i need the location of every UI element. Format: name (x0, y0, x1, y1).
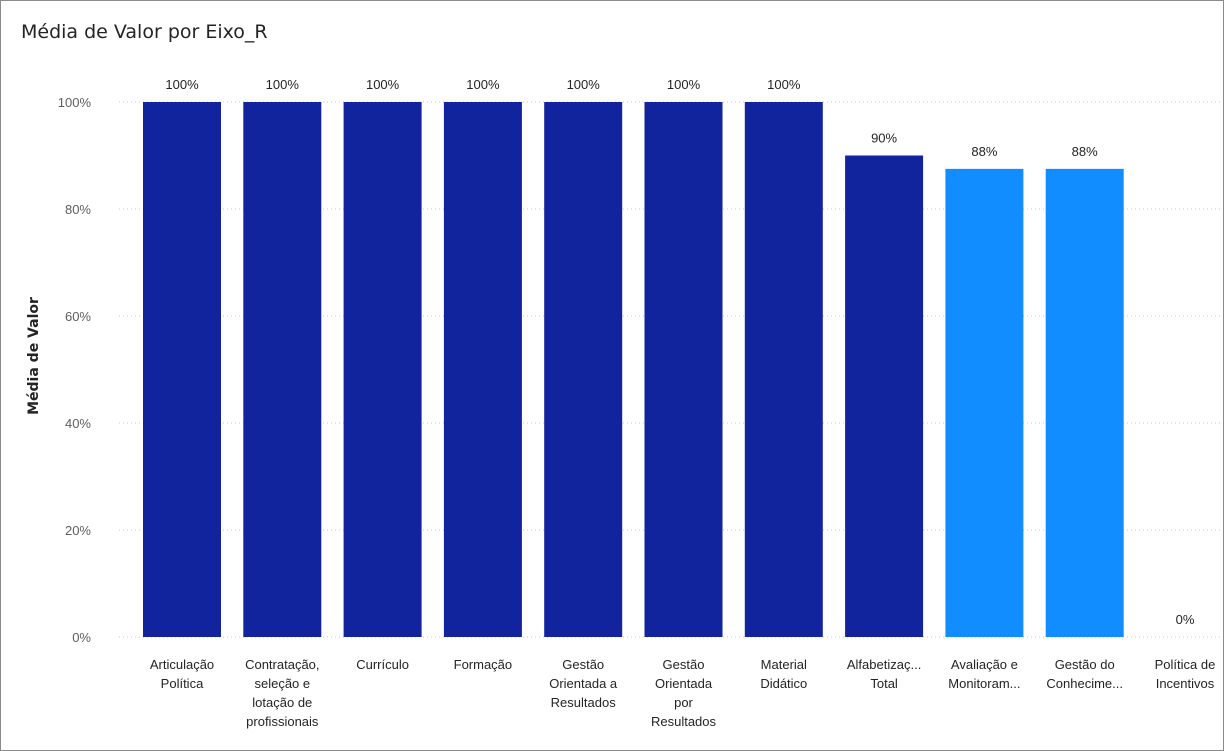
data-label: 88% (1072, 144, 1098, 159)
bar (1045, 168, 1124, 637)
y-tick-label: 80% (65, 202, 91, 217)
category-label: Articulação Política (150, 657, 214, 691)
y-tick-label: 60% (65, 309, 91, 324)
bar (544, 102, 623, 637)
bar (845, 155, 924, 637)
data-label: 88% (971, 144, 997, 159)
data-label: 100% (165, 77, 199, 92)
bar (343, 102, 422, 637)
chart-title: Média de Valor por Eixo_R (21, 21, 268, 43)
category-label: Alfabetizaç... Total (847, 657, 921, 691)
bar (243, 102, 322, 637)
y-tick-label: 0% (72, 630, 91, 645)
data-label: 100% (466, 77, 500, 92)
data-label: 100% (767, 77, 801, 92)
category-label: Contratação, seleção e lotação de profissio… (245, 657, 319, 729)
data-label: 100% (266, 77, 300, 92)
data-label: 0% (1176, 612, 1195, 627)
category-label: Avaliação e Monitoram... (948, 657, 1020, 691)
bar (143, 102, 221, 637)
bar (443, 102, 522, 637)
data-label: 100% (667, 77, 701, 92)
data-label: 100% (366, 77, 400, 92)
category-label: Gestão Orientada por Resultados (651, 657, 717, 729)
category-label: Política de Incentivos (1155, 657, 1216, 691)
bar (744, 102, 823, 637)
y-tick-label: 100% (58, 95, 92, 110)
category-label: Gestão do Conhecime... (1046, 657, 1123, 691)
bar (644, 102, 723, 637)
category-label: Material Didático (760, 657, 807, 691)
data-label: 100% (567, 77, 601, 92)
category-label: Formação (454, 657, 513, 672)
bar (945, 168, 1024, 637)
y-tick-label: 20% (65, 523, 91, 538)
category-label: Gestão Orientada a Resultados (549, 657, 618, 710)
y-tick-label: 40% (65, 416, 91, 431)
data-label: 90% (871, 131, 897, 146)
category-label: Currículo (356, 657, 409, 672)
